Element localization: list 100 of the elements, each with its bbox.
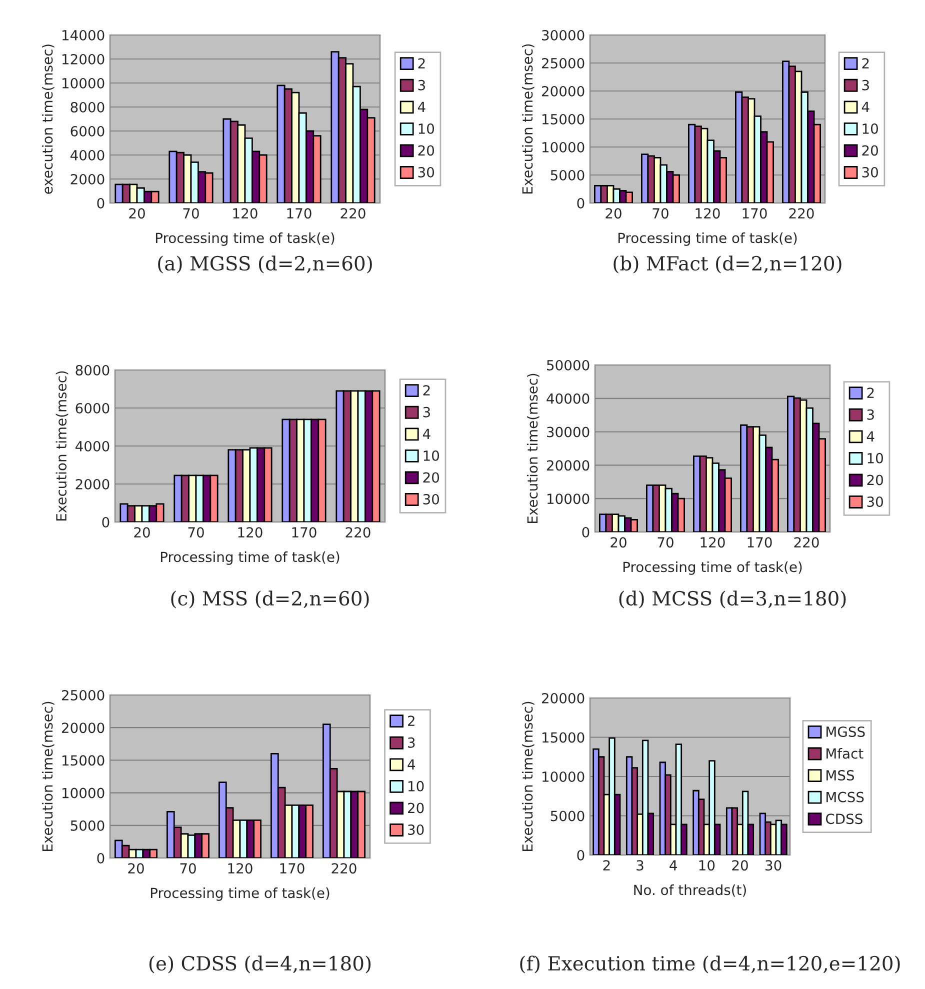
y-axis-title: Execution time(msec) — [522, 44, 534, 194]
x-tick-label: 170 — [287, 208, 312, 219]
x-tick-label: 120 — [696, 208, 720, 219]
y-axis-title: Execution time(msec) — [56, 371, 68, 520]
y-axis-title: Execution time(msec) — [42, 702, 54, 851]
x-tick-label: 120 — [700, 537, 725, 548]
x-tick-label: 120 — [238, 527, 262, 538]
y-tick-label: 40000 — [546, 393, 590, 404]
y-tick-label: 6000 — [70, 126, 104, 136]
legend-label: 30 — [867, 496, 883, 507]
x-tick-label: 3 — [636, 860, 644, 871]
y-tick-label: 0 — [102, 516, 110, 528]
y-tick-label: 0 — [582, 526, 590, 538]
x-tick-label: 10 — [699, 860, 715, 871]
legend-label: 4 — [866, 431, 874, 442]
x-axis-title: Processing time of task(e) — [160, 551, 340, 565]
x-tick-label: 70 — [183, 208, 199, 219]
y-tick-label: 25000 — [62, 690, 104, 700]
legend-label: 4 — [418, 102, 426, 112]
y-axis-title: Execution time(msec) — [526, 374, 540, 523]
text: (e) CDSS (d=4,n=180) — [149, 956, 371, 974]
y-tick-label: 2000 — [76, 478, 110, 490]
y-tick-label: 8000 — [70, 102, 104, 112]
legend-label: 10 — [418, 123, 434, 134]
legend-label: 20 — [867, 474, 883, 486]
legend-label: 20 — [862, 145, 878, 156]
legend-label: 4 — [422, 428, 430, 439]
y-tick-label: 0 — [97, 852, 104, 864]
y-tick-label: 5000 — [550, 170, 584, 180]
legend-label: 2 — [408, 716, 414, 726]
y-tick-label: 12000 — [62, 54, 104, 64]
x-tick-label: 2 — [603, 860, 610, 870]
x-tick-label: 120 — [228, 863, 252, 874]
x-axis-title: Processing time of task(e) — [156, 232, 334, 246]
legend-label: 3 — [862, 80, 869, 90]
y-tick-label: 20000 — [542, 692, 584, 704]
y-axis-title: execution time(msec) — [42, 44, 54, 194]
y-tick-label: 20000 — [546, 460, 590, 471]
x-tick-label: 20 — [129, 208, 145, 219]
y-tick-label: 15000 — [542, 732, 584, 743]
legend-label: MSS — [826, 770, 854, 781]
x-tick-label: 120 — [233, 208, 258, 219]
legend-label: 3 — [418, 80, 425, 90]
y-tick-label: 5000 — [70, 820, 104, 831]
y-tick-label: 0 — [577, 198, 584, 208]
y-tick-label: 20000 — [542, 86, 584, 96]
y-tick-label: 50000 — [547, 360, 590, 370]
y-tick-label: 20000 — [62, 722, 104, 734]
y-tick-label: 0 — [577, 850, 584, 860]
x-tick-label: 70 — [652, 208, 668, 219]
legend-label: 4 — [408, 759, 416, 770]
legend-label: 4 — [862, 102, 870, 112]
x-tick-label: 170 — [742, 208, 767, 219]
legend-label: 2 — [862, 58, 869, 68]
y-tick-label: 0 — [97, 198, 104, 208]
x-tick-label: 170 — [748, 537, 772, 548]
x-axis-title: Processing time of task(e) — [623, 561, 802, 575]
legend-label: 2 — [867, 388, 874, 398]
legend-label: 30 — [408, 824, 424, 835]
y-tick-label: 15000 — [62, 755, 104, 766]
legend-label: 10 — [424, 450, 440, 461]
legend-label: 3 — [408, 737, 415, 748]
y-tick-label: 10000 — [62, 78, 104, 88]
y-tick-label: 30000 — [547, 426, 590, 438]
x-tick-label: 220 — [346, 527, 370, 538]
y-tick-label: 5000 — [550, 810, 584, 822]
x-tick-label: 70 — [188, 527, 204, 538]
legend-label: 2 — [423, 385, 430, 396]
y-tick-label: 10000 — [542, 142, 584, 152]
legend-label: 30 — [423, 494, 440, 504]
legend-label: CDSS — [826, 814, 862, 824]
x-tick-label: 20 — [732, 860, 748, 871]
text: (d) MCSS (d=3,n=180) — [619, 590, 846, 608]
y-tick-label: 6000 — [76, 402, 110, 414]
y-axis-title: Execution time(msec) — [522, 702, 534, 851]
x-tick-label: 170 — [292, 527, 316, 538]
y-tick-label: 10000 — [62, 788, 104, 798]
y-tick-label: 25000 — [542, 58, 584, 68]
y-tick-label: 8000 — [76, 364, 110, 376]
y-tick-label: 30000 — [542, 30, 584, 40]
x-axis-title: Processing time of task(e) — [150, 887, 330, 901]
legend-label: 3 — [867, 409, 874, 420]
legend-label: 20 — [423, 472, 440, 483]
legend-label: 3 — [423, 406, 430, 418]
legend-label: 10 — [862, 123, 878, 134]
text: (b) MFact (d=2,n=120) — [614, 256, 842, 274]
legend-label: 20 — [418, 145, 434, 156]
legend-label: MCSS — [826, 792, 864, 802]
text: (a) MGSS (d=2,n=60) — [158, 256, 372, 274]
y-tick-label: 10000 — [547, 494, 590, 504]
legend-label: 10 — [868, 452, 883, 464]
legend-label: 30 — [418, 166, 434, 178]
x-tick-label: 220 — [794, 537, 819, 548]
x-tick-label: 20 — [606, 208, 622, 219]
x-tick-label: 20 — [134, 527, 150, 538]
y-tick-label: 14000 — [62, 30, 104, 40]
x-axis-title: No. of threads(t) — [634, 884, 746, 897]
y-tick-label: 4000 — [70, 150, 104, 160]
legend-label: 2 — [418, 58, 425, 68]
x-tick-label: 220 — [789, 208, 814, 219]
